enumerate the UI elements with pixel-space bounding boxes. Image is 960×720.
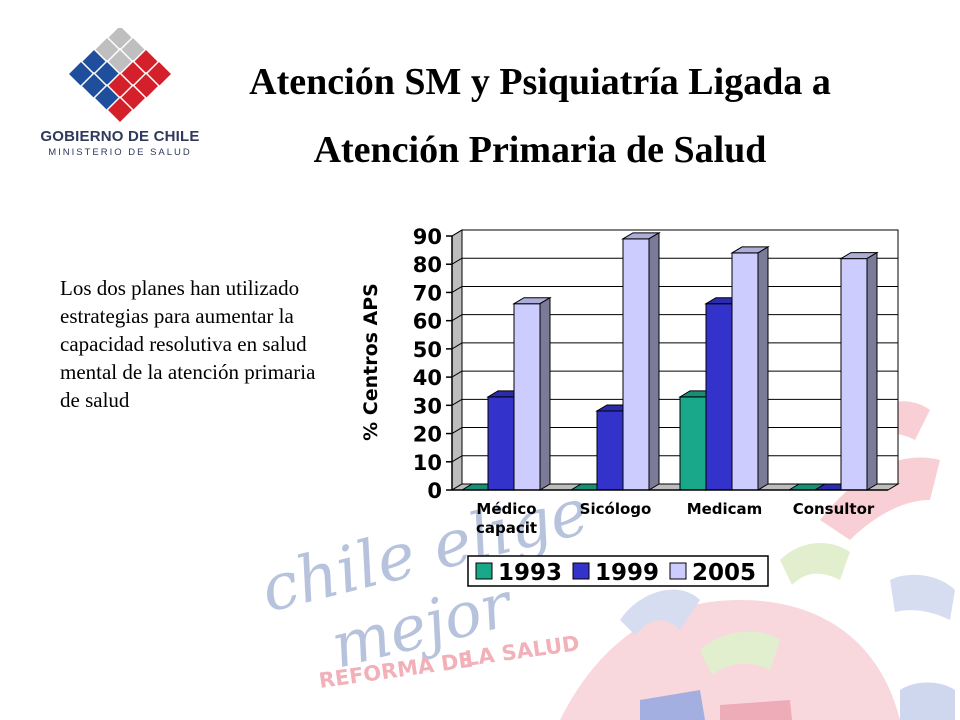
chart-bars [460, 231, 879, 491]
y-tick-label: 10 [413, 451, 442, 475]
legend-label-1993: 1993 [498, 560, 562, 586]
x-tick-label: Sicólogo [580, 500, 652, 518]
legend-swatch-2005 [669, 562, 687, 580]
chart-axes [451, 236, 888, 491]
bar-side [866, 251, 878, 491]
bar-side [648, 231, 660, 491]
y-tick-label: 20 [413, 423, 442, 447]
logo-text-ministry: MINISTERIO DE SALUD [48, 147, 192, 158]
bar-front [487, 396, 515, 491]
gridline [451, 398, 463, 406]
bar-front [679, 396, 707, 491]
slide-title-line-2: Atención Primaria de Salud [313, 129, 767, 171]
x-tick-label: Medicam [687, 500, 763, 518]
logo-mark-icon [66, 28, 174, 124]
x-tick-label-line: Médico [476, 500, 536, 518]
y-axis-label: % Centros APS [360, 283, 382, 441]
y-tick-label: 80 [413, 253, 442, 277]
bar-2005-2 [730, 246, 770, 491]
y-tick-label: 30 [413, 394, 442, 418]
legend-frame [467, 555, 769, 587]
y-tick-label: 60 [413, 310, 442, 334]
gridline [451, 455, 463, 463]
slide-title-line-1: Atención SM y Psiquiatría Ligada a [249, 61, 831, 103]
chart-legend: 1993 1999 2005 [467, 555, 769, 587]
bar-front [596, 410, 624, 491]
gridline [451, 257, 463, 265]
bar-front [705, 303, 733, 491]
logo-tile [105, 95, 135, 124]
gobierno-de-chile-logo: GOBIERNO DE CHILE MINISTERIO DE SALUD [30, 28, 210, 168]
body-paragraph: Los dos planes han utilizado estrategias… [60, 276, 316, 412]
x-tick-label-line: Sicólogo [580, 500, 652, 518]
gridline [451, 314, 463, 322]
logo-text-government: GOBIERNO DE CHILE [40, 128, 200, 145]
gridline [451, 229, 463, 237]
gridline [451, 370, 463, 378]
gridline [451, 342, 463, 350]
bar-side [757, 246, 769, 491]
bar-front [840, 258, 868, 491]
gridline [451, 427, 463, 434]
y-tick-label: 0 [427, 479, 442, 503]
y-tick-label: 40 [413, 366, 442, 390]
x-tick-label-line: Medicam [687, 500, 763, 518]
legend-swatch-1993 [475, 562, 493, 580]
y-tick-label: 90 [413, 225, 442, 249]
bar-2005-0 [512, 296, 552, 491]
bar-front [731, 252, 759, 491]
x-tick-label: Médico capacit [476, 500, 537, 537]
bar-front [513, 303, 541, 491]
bar-2005-3 [839, 251, 879, 491]
chart-side-wall [451, 229, 463, 491]
slide-title: Atención SM y Psiquiatría Ligada a Atenc… [180, 48, 900, 184]
gridline [451, 286, 463, 293]
bar-front [622, 238, 650, 491]
logo-cubes [66, 28, 174, 124]
legend-swatch-1999 [572, 562, 590, 580]
chart-x-tick-labels: Médico capacit Sicólogo Medicam Consultor [476, 500, 875, 537]
chart-y-tick-labels: 0 10 20 30 40 50 60 70 80 90 [413, 225, 452, 503]
x-tick-label-line: capacit [476, 519, 537, 537]
legend-label-1999: 1999 [595, 560, 659, 586]
y-tick-label: 70 [413, 281, 442, 305]
legend-label-2005: 2005 [692, 560, 756, 586]
bar-2005-1 [621, 231, 661, 491]
x-tick-label: Consultor [793, 500, 875, 518]
x-tick-label-line: Consultor [793, 500, 875, 518]
bar-side [539, 296, 551, 491]
y-tick-label: 50 [413, 338, 442, 362]
